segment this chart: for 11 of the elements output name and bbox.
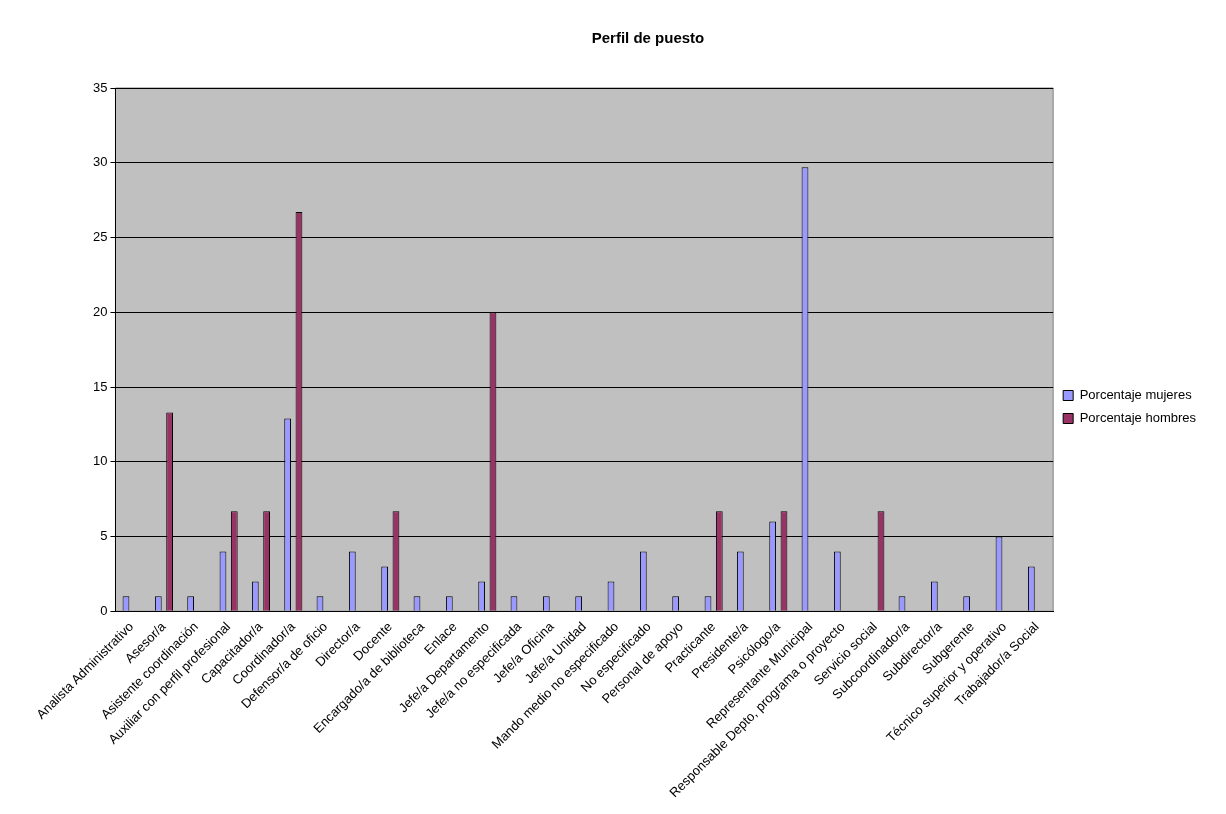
y-tick-label: 5 [100, 528, 108, 544]
chart-title: Perfil de puesto [591, 29, 705, 47]
y-tick-label: 35 [92, 79, 108, 95]
y-tick-label: 10 [92, 453, 108, 469]
y-tick-label: 15 [92, 378, 108, 394]
legend-label: Porcentaje hombres [1079, 410, 1197, 426]
legend-label: Porcentaje mujeres [1079, 387, 1193, 403]
y-tick-label: 0 [100, 602, 108, 618]
y-tick-label: 30 [92, 154, 108, 170]
y-tick-label: 20 [92, 303, 108, 319]
y-tick-label: 25 [92, 229, 108, 245]
